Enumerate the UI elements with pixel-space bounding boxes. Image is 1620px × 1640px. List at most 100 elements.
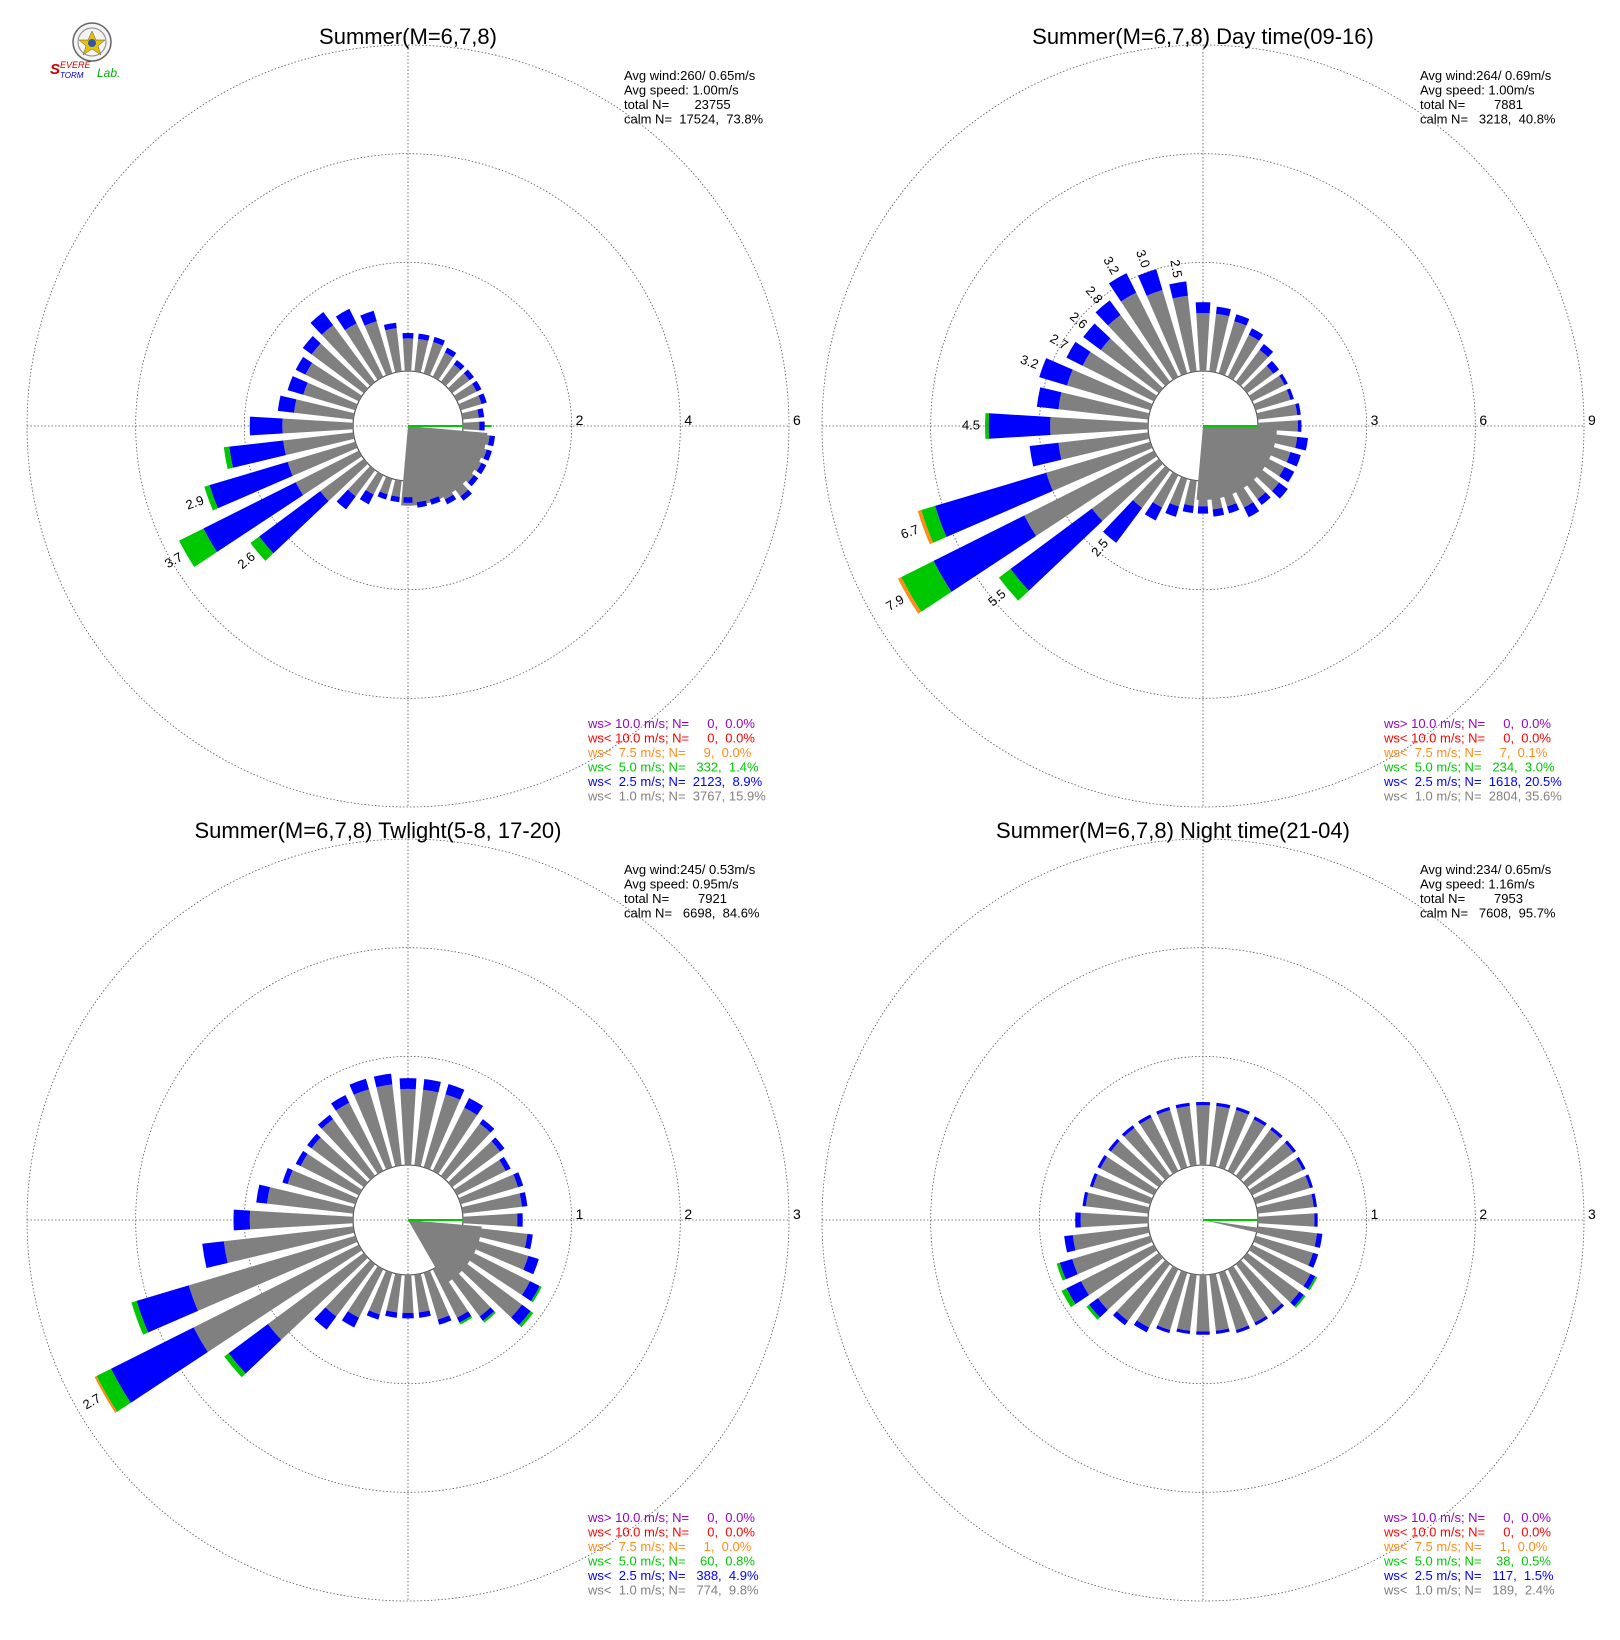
legend-entry: ws< 5.0 m/s; N= 234, 3.0%: [1383, 760, 1555, 775]
wind-bar-segment: [1235, 1325, 1250, 1334]
legend-entry: ws< 1.0 m/s; N= 774, 9.8%: [587, 1583, 759, 1598]
wind-bar-segment: [1036, 387, 1062, 410]
wind-bar-segment: [335, 308, 357, 331]
wind-bar-segment: [336, 489, 356, 510]
wind-bar-segment: [136, 1285, 198, 1333]
wind-bar-segment: [1253, 441, 1291, 463]
wind-bar-segment: [349, 1078, 370, 1095]
wind-bar-segment: [307, 1133, 321, 1149]
wind-bar-segment: [335, 1102, 384, 1175]
wind-bar-segment: [1209, 1273, 1229, 1331]
wind-bar-segment: [1086, 1304, 1100, 1320]
sector-value-label: 5.5: [985, 586, 1008, 609]
wind-bar-segment: [1196, 1105, 1210, 1166]
wind-bar-segment: [314, 1307, 337, 1330]
logo-seal-icon: S EVERE TORM Lab.: [50, 22, 120, 80]
wind-bar-segment: [1169, 476, 1188, 507]
wind-bar-segment: [1157, 1270, 1188, 1330]
legend-entry: ws< 1.0 m/s; N= 189, 2.4%: [1383, 1583, 1555, 1598]
wind-bar-segment: [317, 1114, 334, 1129]
wind-bar-segment: [403, 480, 413, 498]
wind-bar-segment: [453, 360, 465, 371]
wind-bar-segment: [414, 338, 429, 373]
wind-bar-segment: [1080, 1244, 1158, 1296]
wind-bar-segment: [1305, 1174, 1313, 1189]
wind-bar-segment: [1295, 436, 1309, 451]
wind-bar-segment: [444, 494, 457, 505]
wind-bar-segment: [293, 399, 355, 420]
wind-bar-segment: [295, 1150, 308, 1167]
wind-bar-segment: [1196, 1101, 1210, 1106]
wind-bar-segment: [1294, 1294, 1306, 1308]
wind-bar-segment: [1227, 471, 1254, 508]
wind-bar-segment: [1314, 1233, 1323, 1248]
wind-bar-segment: [499, 1156, 511, 1172]
wind-bar-segment: [459, 1315, 473, 1325]
sector-value-label: 2.5: [1088, 536, 1111, 559]
wind-bar-segment: [1257, 420, 1298, 432]
stats-line: total N= 7921: [624, 891, 727, 906]
wind-bar-segment: [390, 495, 400, 503]
ring-label: 1: [576, 1206, 584, 1222]
wind-bar-segment: [467, 474, 479, 487]
sector-value-label: 6.7: [899, 521, 921, 541]
wind-bar-segment: [1138, 1114, 1152, 1125]
wind-bar-segment: [998, 568, 1029, 601]
sector-value-label: 2.7: [1048, 331, 1071, 353]
wind-bar-segment: [1270, 1126, 1283, 1139]
wind-bar-segment: [344, 323, 384, 381]
stats-line: Avg speed: 0.95m/s: [624, 877, 739, 892]
wind-bar-segment: [1296, 1156, 1306, 1171]
wind-bar-segment: [453, 1244, 531, 1296]
wind-bar-segment: [282, 1167, 293, 1185]
ring-label: 2: [1479, 1206, 1487, 1222]
stats-line: total N= 7953: [1420, 891, 1523, 906]
stats-line: total N= 7881: [1420, 97, 1523, 112]
wind-bar-segment: [1093, 1174, 1153, 1205]
sector-value-label: 3.7: [162, 549, 185, 571]
wind-bar-segment: [1242, 1142, 1294, 1188]
wind-bar-segment: [1248, 328, 1264, 341]
wind-bar-segment: [1198, 480, 1208, 507]
sector-value-label: 2.5: [1167, 258, 1185, 278]
wind-bar-segment: [402, 332, 414, 339]
wind-bar-segment: [249, 416, 283, 436]
wind-bar-segment: [325, 1259, 376, 1317]
wind-rose-panel: 3 6 9 2.5 5.5 7.9 6.7 4.5 3.2 2.72.6 2.8 3.2 3.0 2.5 S…: [821, 24, 1596, 808]
wind-bar-segment: [1100, 1156, 1158, 1196]
wind-bar-segment: [453, 1159, 506, 1196]
wind-bar-segment: [1056, 1262, 1066, 1281]
wind-bar-segment: [1253, 1175, 1310, 1205]
sector-value-label: 2.7: [80, 1390, 103, 1412]
wind-bar-segment: [1039, 358, 1073, 386]
wind-bar-segment: [1058, 392, 1150, 420]
wind-bar-segment: [479, 1119, 495, 1133]
wind-bar-segment: [511, 1304, 531, 1325]
wind-bar-segment: [311, 1137, 369, 1188]
wind-bar-segment: [519, 1311, 534, 1328]
wind-bar-segment: [464, 1097, 484, 1116]
wind-bar-segment: [368, 1270, 393, 1315]
wind-bar-segment: [1209, 1105, 1230, 1167]
legend-entry: ws< 2.5 m/s; N= 388, 4.9%: [587, 1568, 759, 1583]
wind-bar-segment: [1259, 344, 1274, 358]
wind-bar-segment: [377, 491, 388, 500]
wind-bar-segment: [305, 362, 363, 402]
svg-text:EVERE: EVERE: [60, 60, 92, 70]
wind-bar-segment: [423, 1270, 450, 1320]
wind-bar-segment: [1124, 1127, 1171, 1181]
wind-bar-segment: [1290, 1291, 1304, 1307]
wind-bar-segment: [1235, 465, 1266, 500]
wind-bar-segment: [259, 491, 329, 554]
ring-label: 3: [1588, 1206, 1596, 1222]
severe-storm-lab-logo: S EVERE TORM Lab.: [50, 22, 150, 84]
wind-bar-segment: [1082, 1191, 1089, 1207]
wind-bar-segment: [203, 482, 304, 552]
legend-entry: ws< 10.0 m/s; N= 0, 0.0%: [1383, 731, 1551, 746]
wind-bar-segment: [287, 441, 358, 476]
wind-bar-segment: [1271, 1303, 1285, 1315]
stats-line: Avg wind:264/ 0.69m/s: [1420, 68, 1552, 83]
wind-bar-segment: [1085, 1192, 1150, 1214]
wind-bar-segment: [418, 1310, 431, 1318]
wind-bar-segment: [1266, 360, 1280, 374]
